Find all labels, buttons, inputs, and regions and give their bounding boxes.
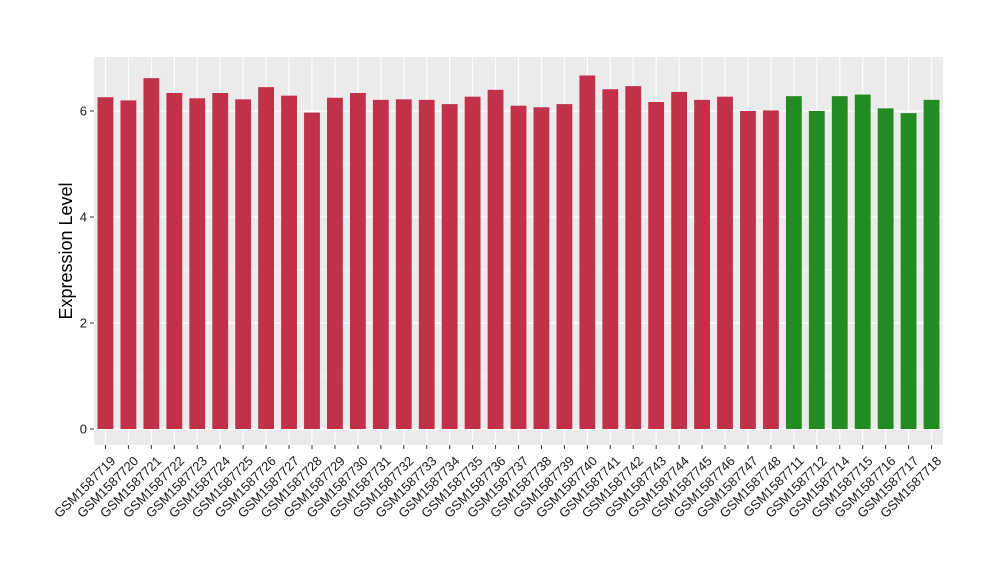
bar <box>487 89 504 430</box>
bar <box>441 104 458 430</box>
bar <box>304 112 320 429</box>
bar <box>762 110 779 429</box>
bar <box>189 98 206 429</box>
bar <box>923 99 940 430</box>
bar <box>395 99 412 429</box>
bar <box>97 97 114 429</box>
y-tick-label: 4 <box>80 210 87 225</box>
bar <box>831 96 848 429</box>
bar <box>900 113 917 430</box>
y-axis-title: Expression Level <box>56 182 76 319</box>
y-tick-label: 2 <box>80 316 87 331</box>
bar <box>510 105 527 429</box>
bar <box>808 111 825 429</box>
bars <box>97 75 940 430</box>
bar <box>327 97 343 429</box>
bar <box>877 108 894 429</box>
bar <box>648 101 665 430</box>
bar <box>418 99 435 430</box>
bar <box>166 92 183 429</box>
bar <box>372 99 389 430</box>
bar <box>717 96 733 429</box>
bar <box>671 91 688 430</box>
bar <box>694 99 710 430</box>
bar <box>556 104 573 430</box>
bar <box>235 99 252 429</box>
y-axis: 0 2 4 6 <box>80 104 94 437</box>
bar <box>854 94 871 429</box>
bar <box>120 100 137 430</box>
bar <box>143 78 160 429</box>
bar <box>281 95 297 429</box>
bar <box>212 92 229 429</box>
bar <box>785 96 802 429</box>
y-tick-label: 0 <box>80 422 87 437</box>
bar <box>349 92 366 429</box>
bar <box>258 87 275 430</box>
bar <box>602 89 619 430</box>
bar <box>625 86 642 429</box>
bar <box>740 111 756 429</box>
x-axis: GSM1587719GSM1587720GSM1587721GSM1587722… <box>51 445 944 521</box>
bar <box>579 75 596 430</box>
y-tick-label: 6 <box>80 104 87 119</box>
bar <box>464 96 481 429</box>
bar <box>533 107 550 429</box>
